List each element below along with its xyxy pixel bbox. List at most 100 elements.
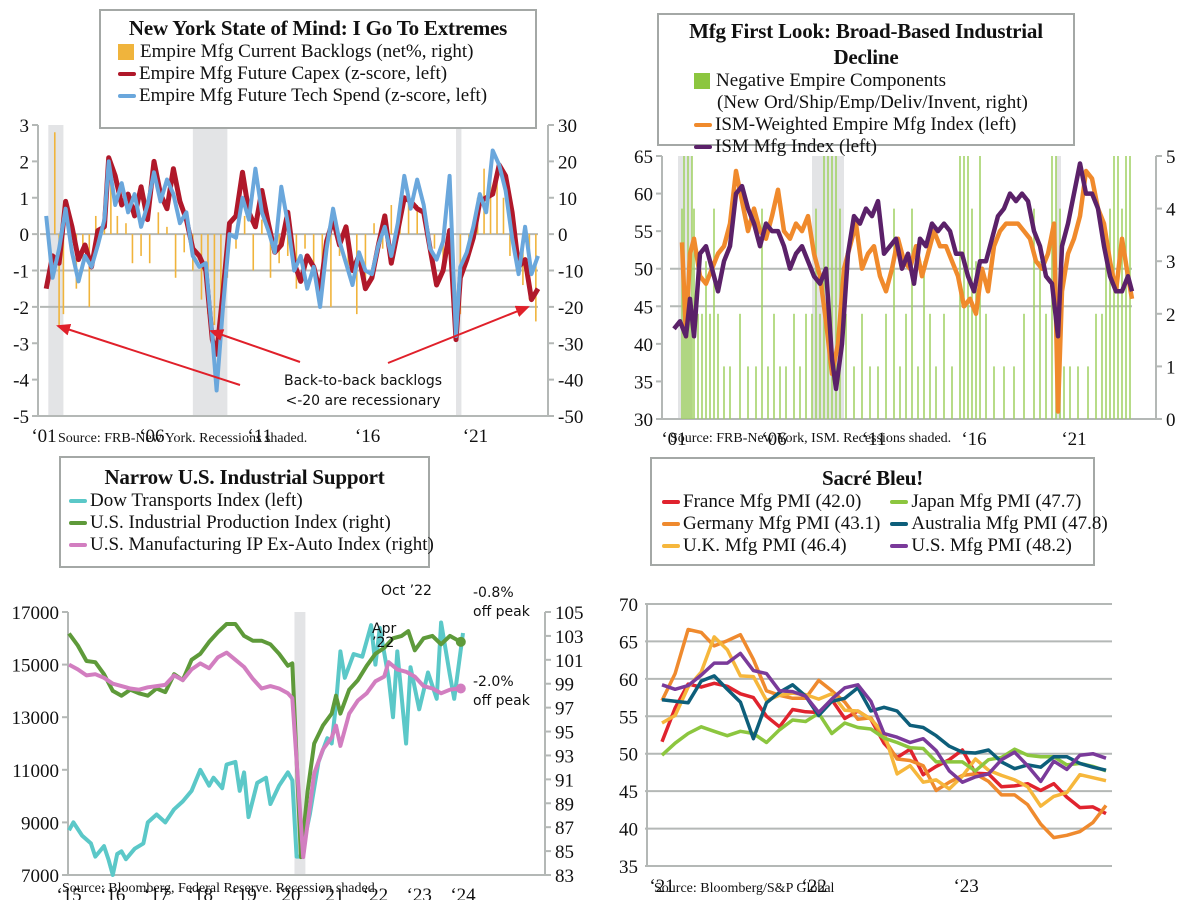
x-tick-label: ‘11: [247, 426, 272, 447]
line-swatch-icon: [890, 522, 909, 526]
x-tick-label: ‘01: [31, 426, 56, 447]
y-tick-label-right: 97: [555, 699, 574, 720]
legend-item: (New Ord/Ship/Emp/Deliv/Invent, right): [694, 92, 1073, 114]
legend-label: Japan Mfg PMI (47.7): [911, 491, 1082, 512]
y-tick-label: 40: [619, 820, 638, 841]
legend-item: ISM Mfg Index (left): [694, 136, 1073, 158]
y-tick-label: 55: [619, 707, 638, 728]
y-tick-label-right: 2: [1166, 305, 1176, 326]
legend-item: France Mfg PMI (42.0): [662, 491, 880, 513]
bar-swatch-icon: [118, 44, 134, 60]
y-tick-label-left: 11000: [12, 761, 59, 782]
legend-item: Empire Mfg Future Capex (z-score, left): [118, 63, 535, 85]
y-tick-label-left: 1: [20, 189, 30, 210]
series-line: [68, 650, 463, 860]
y-tick-label-right: 105: [555, 603, 584, 624]
chart-title: Narrow U.S. Industrial Support: [104, 465, 385, 489]
y-tick-label-right: 1: [1166, 357, 1176, 378]
y-tick-label: 35: [619, 857, 638, 878]
endpoint-dot: [455, 636, 466, 647]
annotation-apr22: Apr: [372, 621, 396, 637]
y-tick-label-right: 85: [555, 842, 574, 863]
y-tick-label-right: -10: [558, 262, 583, 283]
legend-box: Narrow U.S. Industrial Support Dow Trans…: [59, 456, 434, 568]
line-swatch-icon: [662, 500, 680, 504]
legend-item: U.K. Mfg PMI (46.4): [662, 535, 880, 557]
y-tick-label-right: 30: [558, 116, 577, 137]
legend-item: Negative Empire Components: [694, 70, 1073, 92]
series-line: [672, 161, 1135, 392]
x-tick-label: ‘24: [450, 885, 476, 900]
legend-item: Empire Mfg Future Tech Spend (z-score, l…: [118, 85, 535, 107]
y-tick-label-right: 95: [555, 723, 574, 744]
x-tick-label: ‘21: [649, 876, 674, 897]
chart-title: Sacré Bleu!: [821, 466, 924, 490]
x-tick-label: ‘20: [275, 885, 300, 900]
legend-label: Dow Transports Index (left): [90, 490, 303, 511]
y-tick-label-left: 55: [634, 222, 653, 243]
legend-label: Germany Mfg PMI (43.1): [683, 513, 881, 534]
line-swatch-icon: [890, 500, 909, 504]
y-tick-label-right: -50: [558, 407, 583, 428]
source-note: Source: FRB-New York. Recessions shaded.: [58, 431, 308, 446]
x-tick-label: ‘16: [961, 429, 986, 450]
panel-sacre-bleu: 70 65 60 55 50 45 40 35 ‘21 ‘22 ‘23 Sacré Bleu! Fr…: [600, 450, 1200, 900]
y-tick-label-left: -5: [13, 407, 29, 428]
legend-box: Sacré Bleu! France Mfg PMI (42.0) Japan …: [650, 457, 1108, 566]
line-swatch-icon: [118, 94, 136, 98]
y-tick-label: 70: [619, 595, 638, 616]
y-tick-label-right: 0: [558, 225, 568, 246]
y-tick-label-right: 89: [555, 794, 574, 815]
y-tick-label-left: 13000: [12, 708, 60, 729]
series-line: [660, 711, 1107, 773]
line-swatch-icon: [662, 544, 680, 548]
legend-item: ISM-Weighted Empire Mfg Index (left): [694, 114, 1073, 136]
y-tick-label-left: -1: [13, 262, 29, 283]
y-tick-label-right: 83: [555, 866, 574, 887]
panel-empire-extremes: 3 2 1 0 -1 -2 -3 -4 -5 30 20 10 0 -10 -20 -30 -40 -50 ‘01 ‘…: [0, 0, 600, 450]
chart-mfg-first-look: 65 60 55 50 45 40 35 30 5 4 3 2 1 0 ‘01 ‘06 ‘11 ‘16 ‘21: [634, 147, 1176, 450]
y-tick-label-right: 0: [1166, 410, 1176, 431]
chart-title: Mfg First Look: Broad-Based Industrial D…: [689, 19, 1043, 69]
series-line: [660, 681, 1107, 816]
y-tick-label-left: -4: [13, 371, 29, 392]
line-swatch-icon: [69, 543, 87, 547]
y-tick-label: 50: [619, 745, 638, 766]
y-tick-label-left: 40: [634, 335, 653, 356]
legend-label: U.K. Mfg PMI (46.4): [683, 535, 847, 556]
x-tick-label: ‘17: [144, 885, 169, 900]
legend-label: Empire Mfg Current Backlogs (net%, right…: [140, 41, 474, 62]
x-tick-label: ‘18: [188, 885, 213, 900]
y-tick-label-right: 20: [558, 152, 577, 173]
legend-label: ISM-Weighted Empire Mfg Index (left): [715, 114, 1017, 135]
chart-industrial-support: 17000 15000 13000 11000 9000 7000 105 103 101 99 9…: [12, 583, 584, 900]
annotation-arrow: [209, 329, 301, 363]
legend-item: U.S. Manufacturing IP Ex-Auto Index (rig…: [69, 534, 434, 556]
y-tick-label-right: 3: [1166, 252, 1176, 273]
x-tick-label: ‘23: [407, 885, 432, 900]
x-tick-label: ‘21: [463, 426, 488, 447]
x-tick-label: ‘22: [801, 876, 826, 897]
series-line: [44, 148, 540, 393]
chart-title: New York State of Mind: I Go To Extremes: [128, 16, 508, 40]
y-tick-label-left: 50: [634, 260, 653, 281]
y-tick-label-left: 9000: [21, 813, 59, 834]
legend-grid: France Mfg PMI (42.0) Japan Mfg PMI (47.…: [662, 491, 1108, 557]
x-tick-label: ‘16: [100, 885, 125, 900]
y-tick-label: 65: [619, 632, 638, 653]
x-tick-label: ‘06: [139, 426, 164, 447]
legend-item: U.S. Mfg PMI (48.2): [890, 535, 1107, 557]
annotation-mfg-peak: off peak: [473, 693, 531, 709]
y-tick-label-left: 65: [634, 147, 653, 168]
y-tick-label: 45: [619, 782, 638, 803]
y-tick-label-right: 99: [555, 675, 574, 696]
legend-label: Australia Mfg PMI (47.8): [911, 513, 1108, 534]
legend-item: Germany Mfg PMI (43.1): [662, 513, 880, 535]
y-tick-label-right: 103: [555, 627, 584, 648]
bar-swatch-icon: [694, 73, 710, 89]
x-tick-label: ‘06: [761, 429, 786, 450]
source-note: Source: FRB-New York, ISM. Recessions sh…: [670, 431, 952, 446]
y-tick-label-left: 30: [634, 410, 653, 431]
x-tick-label: ‘21: [1061, 429, 1086, 450]
legend-item: Australia Mfg PMI (47.8): [890, 513, 1108, 535]
